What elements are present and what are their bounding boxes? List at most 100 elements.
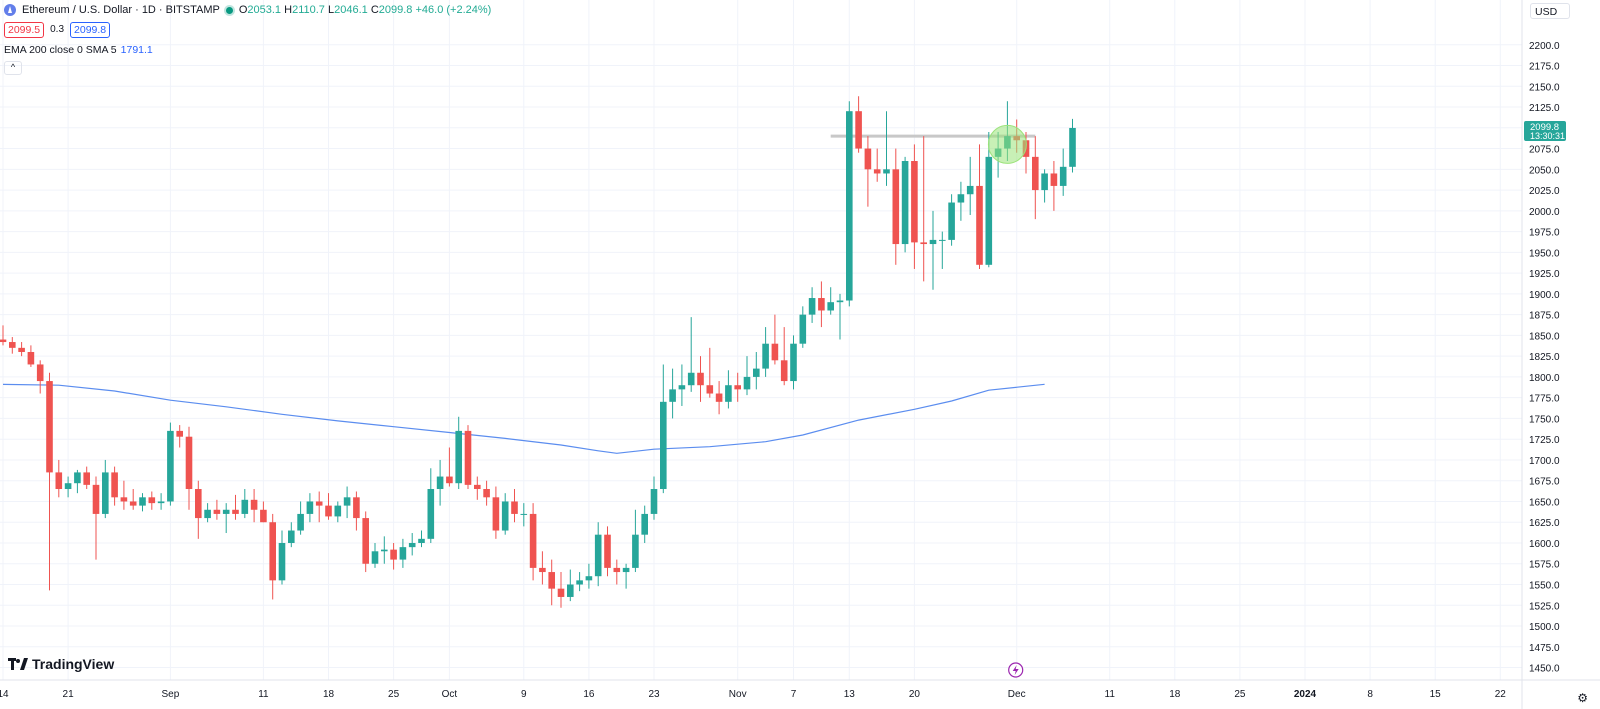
- candle: [222, 503, 230, 534]
- ohlc-values: O2053.1 H2110.7 L2046.1 C2099.8 +46.0 (+…: [239, 2, 491, 18]
- candle-body: [185, 436, 193, 490]
- candle-body: [204, 509, 211, 519]
- candle-body: [343, 497, 351, 506]
- market-open-icon: [225, 6, 233, 14]
- candle-body: [855, 111, 862, 149]
- time-tick-label: 11: [258, 689, 269, 700]
- candle-body: [297, 513, 304, 531]
- candle-body: [660, 401, 667, 490]
- candle: [362, 511, 369, 573]
- candle-body: [529, 513, 537, 568]
- candle-body: [939, 239, 946, 241]
- candlestick-series: [0, 96, 1076, 608]
- candle-body: [371, 551, 379, 564]
- candle: [55, 459, 63, 498]
- candle: [334, 501, 342, 523]
- price-tick-label: 2050.0: [1529, 165, 1560, 176]
- candle: [111, 466, 118, 506]
- candle-body: [74, 472, 81, 484]
- candle-body: [799, 314, 807, 344]
- candle: [436, 459, 444, 506]
- price-tick-label: 1900.0: [1529, 290, 1560, 301]
- candle: [371, 542, 379, 568]
- candle: [399, 538, 407, 568]
- time-tick-label: 8: [1367, 689, 1373, 700]
- currency-selector[interactable]: USD: [1530, 3, 1570, 19]
- price-tick-label: 1500.0: [1529, 622, 1560, 633]
- collapse-legend-button[interactable]: ^: [4, 61, 22, 75]
- candle: [725, 370, 732, 409]
- buy-button[interactable]: 2099.8: [70, 22, 111, 38]
- candle-body: [622, 567, 630, 573]
- candle-body: [501, 501, 509, 531]
- symbol-row: Ethereum / U.S. Dollar · 1D · BITSTAMP O…: [4, 2, 491, 18]
- tradingview-logo-text: TradingView: [32, 656, 115, 672]
- price-tick-label: 2125.0: [1529, 103, 1560, 114]
- candle: [529, 503, 537, 581]
- candle: [706, 347, 714, 398]
- candle-body: [102, 472, 109, 514]
- candle: [297, 501, 304, 535]
- candle-body: [576, 580, 583, 585]
- indicator-label[interactable]: EMA 200 close 0 SMA 5: [4, 44, 117, 56]
- time-tick-label: 15: [1430, 689, 1442, 700]
- candle: [650, 476, 658, 520]
- price-tick-label: 1750.0: [1529, 414, 1560, 425]
- candle: [660, 364, 667, 494]
- candle-body: [157, 501, 165, 504]
- candle: [129, 489, 137, 510]
- candle: [669, 368, 676, 419]
- candle-body: [334, 505, 342, 517]
- candle: [269, 513, 276, 600]
- price-tick-label: 1675.0: [1529, 477, 1560, 488]
- price-tick-label: 1650.0: [1529, 497, 1560, 508]
- candle-body: [790, 343, 797, 382]
- candle-body: [436, 476, 444, 490]
- candle-body: [474, 484, 481, 490]
- candle: [1041, 169, 1048, 203]
- candle: [278, 530, 286, 585]
- spread-value: 0.3: [50, 24, 65, 35]
- candle-body: [753, 368, 760, 377]
- candle: [120, 480, 128, 510]
- candle-body: [232, 509, 239, 514]
- candle-body: [985, 156, 993, 265]
- candle: [353, 491, 360, 531]
- tradingview-logo[interactable]: TradingView: [8, 656, 114, 672]
- candle-body: [381, 549, 388, 552]
- candle-body: [176, 430, 183, 437]
- high-label: H: [284, 4, 293, 16]
- candle-body: [390, 549, 397, 560]
- candle: [36, 360, 44, 394]
- candle-body: [520, 513, 528, 515]
- symbol-title[interactable]: Ethereum / U.S. Dollar · 1D · BITSTAMP: [22, 4, 220, 16]
- sell-button[interactable]: 2099.5: [4, 22, 45, 38]
- candle: [799, 306, 807, 348]
- time-tick-label: Dec: [1008, 689, 1026, 700]
- candle-body: [846, 111, 853, 301]
- price-tick-label: 1550.0: [1529, 581, 1560, 592]
- price-tick-label: 1925.0: [1529, 269, 1560, 280]
- candle: [920, 136, 927, 282]
- candle-body: [46, 381, 53, 473]
- candle: [641, 505, 648, 543]
- candle-body: [446, 476, 453, 484]
- candle: [288, 522, 295, 548]
- candle: [929, 210, 937, 290]
- settings-gear-icon[interactable]: ⚙: [1577, 691, 1588, 705]
- candle-body: [139, 497, 146, 506]
- candle: [381, 536, 388, 564]
- candle-body: [836, 300, 844, 303]
- candle-body: [632, 534, 639, 568]
- candle-body: [706, 385, 714, 394]
- candle-body: [111, 472, 118, 498]
- price-tick-label: 1600.0: [1529, 539, 1560, 550]
- indicator-row[interactable]: EMA 200 close 0 SMA 5 1791.1: [4, 42, 491, 58]
- candle-body: [920, 242, 927, 245]
- open-value: 2053.1: [247, 4, 282, 16]
- candle-body: [455, 430, 462, 484]
- candle: [585, 563, 593, 589]
- time-tick-label: 20: [909, 689, 921, 700]
- candle: [846, 101, 853, 307]
